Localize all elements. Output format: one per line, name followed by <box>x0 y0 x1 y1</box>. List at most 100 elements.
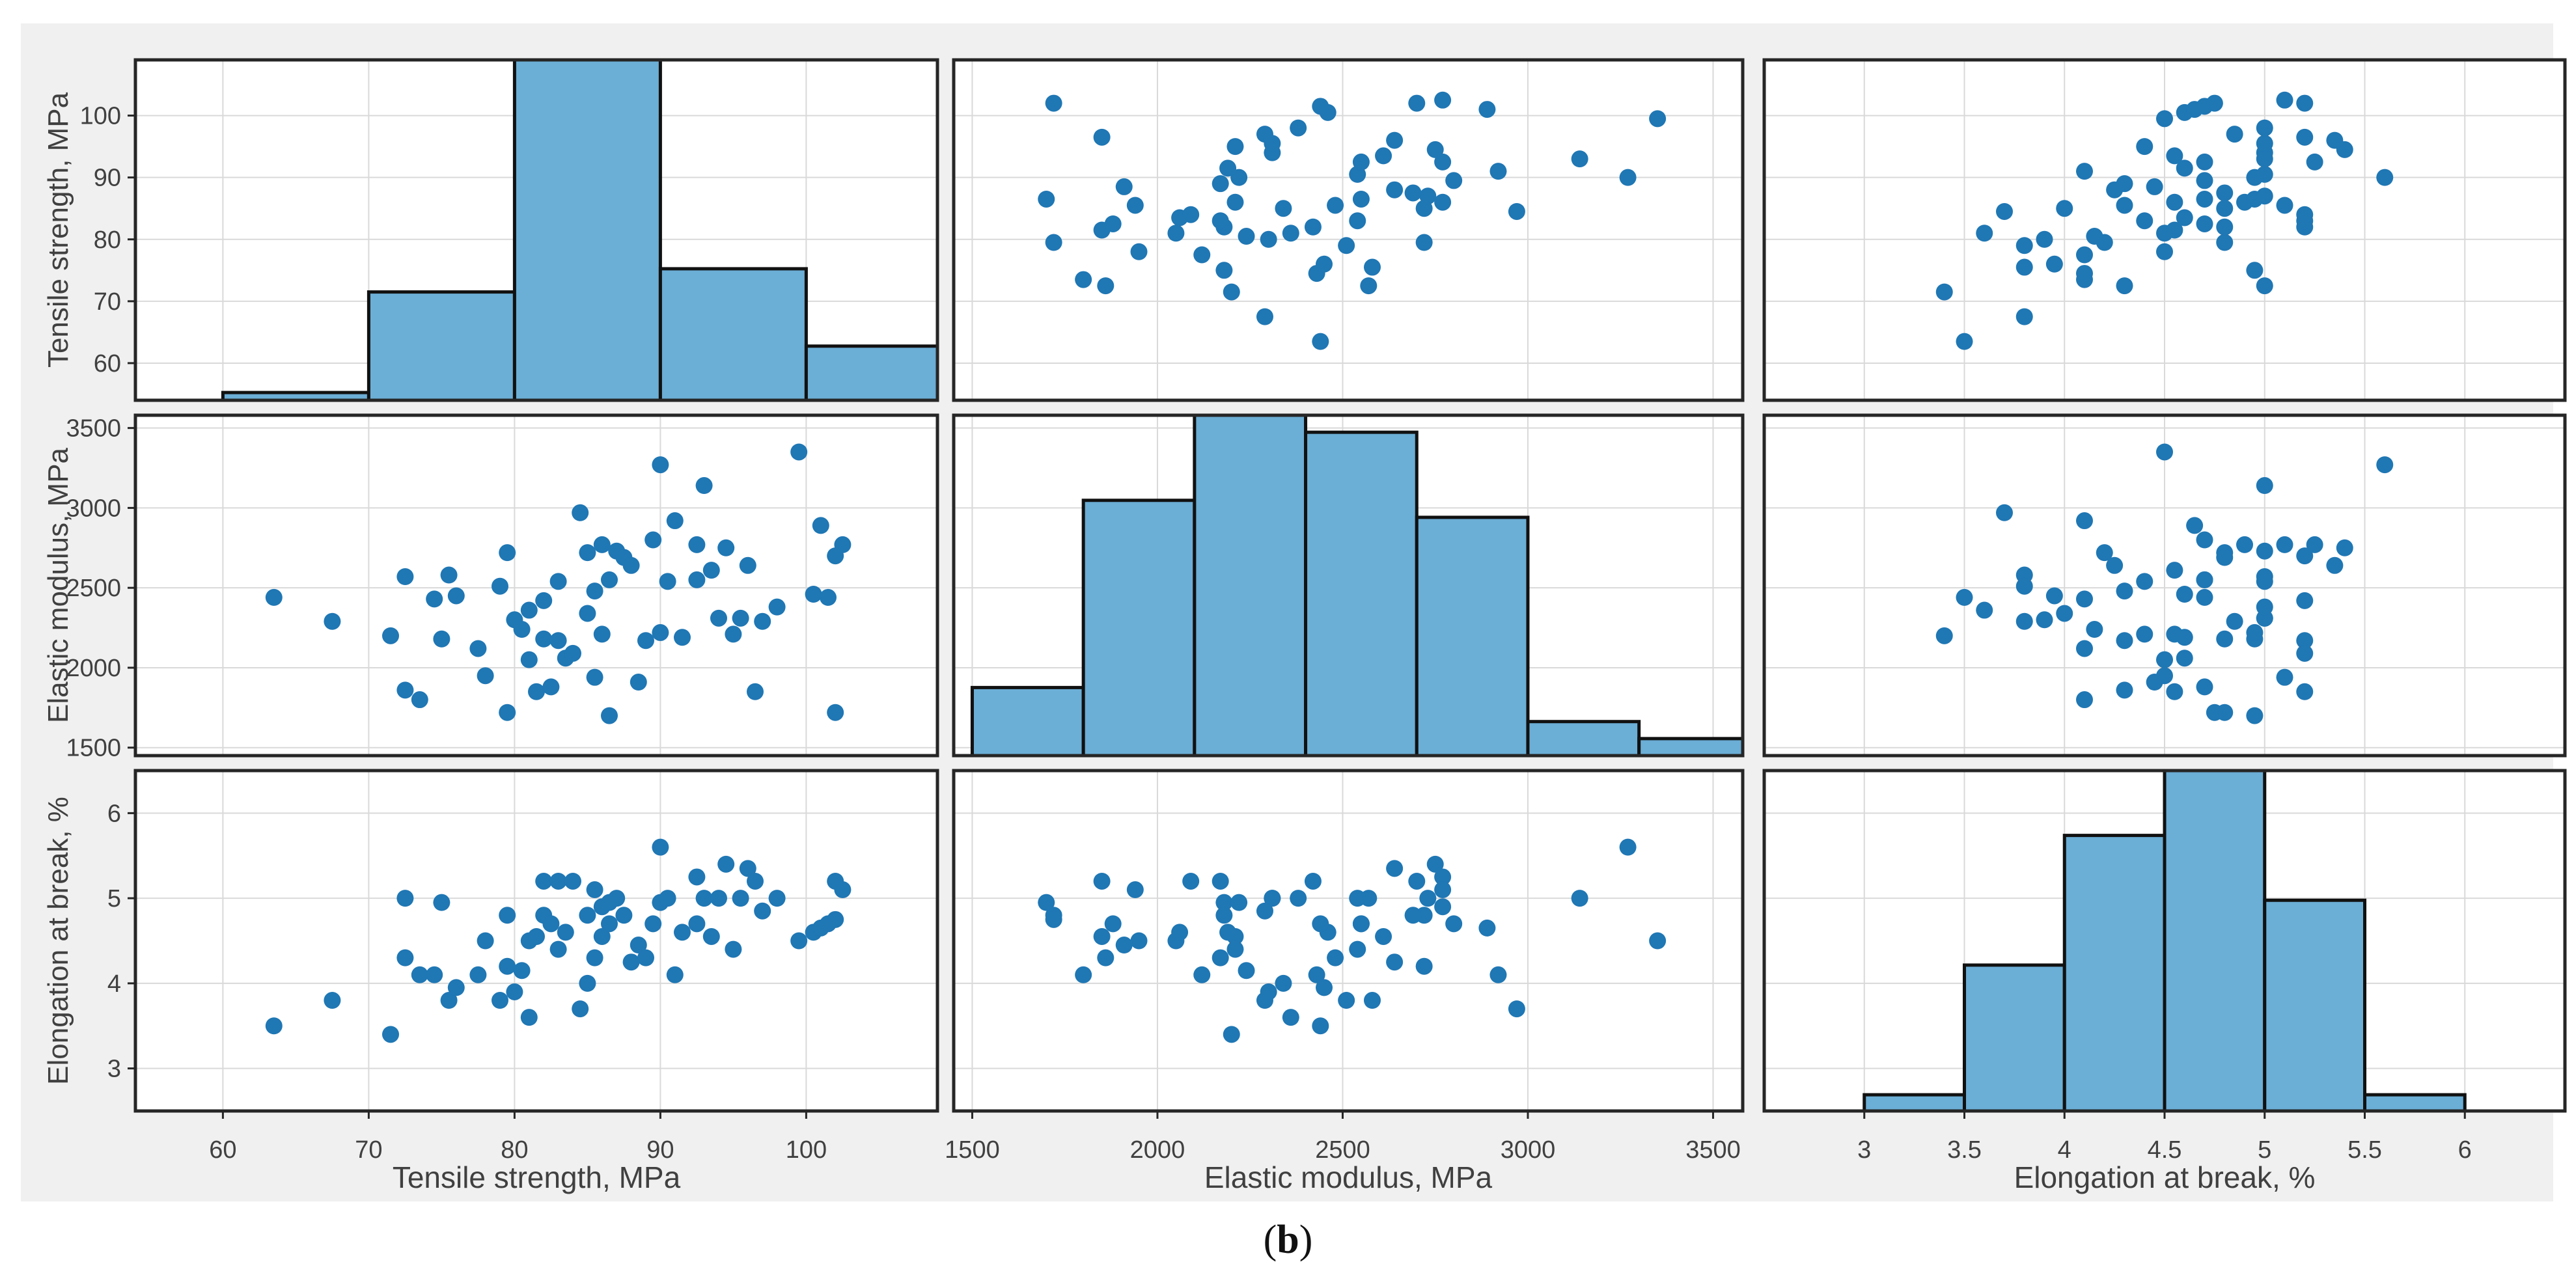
scatter-point <box>579 907 596 924</box>
scatter-point <box>2166 147 2183 165</box>
scatter-point <box>1375 927 1392 945</box>
scatter-point <box>477 667 494 685</box>
histogram-bar <box>512 58 662 402</box>
scatter-point <box>1419 890 1437 907</box>
scatter-point <box>2296 644 2314 662</box>
scatter-point <box>542 678 560 696</box>
scatter-point <box>2106 556 2124 574</box>
y-axis-1: 1500 2000 2500 3000 3500 Elastic modulus, MPa <box>42 415 135 762</box>
scatter-point <box>1093 872 1111 890</box>
histogram-bar <box>1863 1093 1966 1113</box>
scatter-point <box>2246 707 2264 724</box>
scatter-point <box>2226 612 2243 630</box>
scatter-point <box>433 630 450 648</box>
scatter-point <box>2156 651 2173 668</box>
scatter-point <box>1290 119 1307 137</box>
scatter-point <box>2136 573 2154 590</box>
x-tick-label: 5 <box>2258 1136 2271 1164</box>
scatter-point <box>1352 915 1370 933</box>
scatter-point <box>1282 225 1299 242</box>
scatter-point <box>2116 632 2133 650</box>
scatter-point <box>2296 128 2314 146</box>
scatter-point <box>2256 277 2273 295</box>
scatter-point <box>1238 962 1255 980</box>
histogram-bar <box>658 267 808 402</box>
scatter-point <box>2036 611 2053 629</box>
scatter-point <box>1478 101 1496 118</box>
scatter-point <box>652 456 669 474</box>
y-tick-label: 100 <box>80 103 121 130</box>
scatter-point <box>572 504 589 521</box>
scatter-point <box>1212 175 1229 193</box>
histogram-bar <box>1193 413 1308 758</box>
scatter-point <box>535 630 553 648</box>
scatter-point <box>834 881 852 899</box>
scatter-point <box>2015 577 2033 595</box>
scatter-point <box>1478 919 1496 937</box>
scatter-point <box>1182 872 1200 890</box>
scatter-point <box>440 566 458 584</box>
scatter-point <box>710 609 727 627</box>
scatter-point <box>2206 704 2223 721</box>
scatter-point <box>725 625 742 643</box>
scatter-point <box>652 838 669 856</box>
scatter-point <box>1327 949 1344 966</box>
scatter-point <box>1489 966 1507 983</box>
scatter-point <box>593 625 611 643</box>
scatter-point <box>2156 110 2173 128</box>
scatter-point <box>1075 966 1092 983</box>
scatter-point <box>1045 911 1062 928</box>
scatter-point <box>1223 283 1240 301</box>
subplot-r2-c2 <box>1762 769 2567 1113</box>
scatter-point <box>1386 953 1404 971</box>
scatter-point <box>644 531 662 549</box>
scatter-point <box>2206 94 2223 112</box>
scatter-point <box>1097 277 1115 295</box>
scatter-point <box>265 1017 283 1035</box>
scatter-point <box>506 983 523 1000</box>
scatter-point <box>1093 128 1111 146</box>
scatter-point <box>396 890 414 907</box>
scatter-point <box>411 691 428 709</box>
scatter-point <box>2226 126 2243 143</box>
plot-frame <box>1762 413 2567 758</box>
plot-frame <box>133 769 939 1113</box>
histogram-bar <box>1081 499 1197 758</box>
scatter-point <box>2015 308 2033 325</box>
scatter-point <box>2116 681 2133 699</box>
scatter-point <box>790 932 808 950</box>
scatter-point <box>1045 234 1062 251</box>
scatter-point <box>1976 225 1993 242</box>
scatter-point <box>2196 215 2213 232</box>
scatter-point <box>739 860 756 877</box>
scatter-point <box>572 1000 589 1018</box>
x-tick-label: 4.5 <box>2148 1136 2182 1164</box>
scatter-point <box>1226 940 1244 958</box>
scatter-point <box>2256 135 2273 152</box>
scatter-point <box>1363 258 1381 276</box>
scatter-point <box>1260 983 1277 1000</box>
scatter-point <box>2015 612 2033 630</box>
y-tick-label: 90 <box>94 165 121 192</box>
histogram-bar <box>804 344 939 402</box>
scatter-point <box>717 539 735 556</box>
scatter-point <box>520 651 538 668</box>
plot-area <box>954 771 1743 1111</box>
subplot-r0-c0 <box>133 58 939 402</box>
scatter-point <box>2056 605 2073 622</box>
scatter-point <box>1363 992 1381 1009</box>
scatter-point <box>513 621 531 638</box>
scatter-point <box>2136 625 2154 643</box>
scatter-point <box>710 890 727 907</box>
histogram-bar <box>2363 1093 2467 1113</box>
scatter-point <box>827 911 844 928</box>
scatter-point <box>549 940 567 958</box>
scatter-point <box>1130 932 1148 950</box>
figure-caption: (b) <box>0 1217 2576 1263</box>
scatter-point <box>2256 542 2273 560</box>
scatter-point <box>2236 536 2253 553</box>
x-tick-label: 3000 <box>1501 1136 1556 1164</box>
x-tick-label: 90 <box>646 1136 674 1164</box>
scatter-point <box>601 915 618 933</box>
